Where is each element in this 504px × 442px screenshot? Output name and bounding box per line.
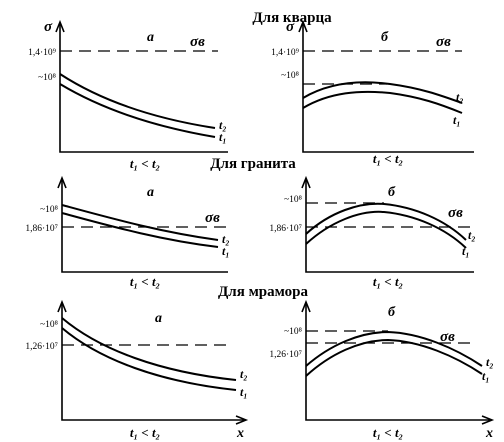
- label-t2: t₂: [468, 228, 476, 242]
- tick-top: ~10⁸: [40, 320, 58, 330]
- curve-t2: [61, 317, 237, 381]
- tick-mid: 1,86·10⁷: [269, 224, 302, 234]
- label-t1: t₁: [240, 385, 248, 399]
- panel-marble-b: x б ~10⁸ 1,26·10⁷ σв t₂ t₁ t₁ < t₂: [269, 299, 495, 441]
- curve-t1: [61, 327, 237, 391]
- panel-granite-b: б ~10⁸ 1,86·10⁷ σв t₂ t₁ t₁ < t₂: [269, 175, 476, 289]
- label-t1: t₁: [453, 113, 461, 127]
- y-arrow: [55, 19, 65, 33]
- curve-t2: [59, 73, 216, 129]
- sigma-b-label: σв: [448, 205, 463, 221]
- panel-letter: а: [155, 311, 162, 326]
- tick-mid: 1,86·10⁷: [25, 224, 58, 234]
- label-t2: t₂: [219, 118, 227, 132]
- y-arrow: [57, 175, 67, 189]
- tick-mid: 1,26·10⁷: [269, 350, 302, 360]
- curve-t1: [59, 83, 216, 138]
- curve-t1: [61, 212, 219, 248]
- panel-letter: б: [388, 305, 396, 320]
- label-t1: t₁: [462, 244, 470, 258]
- x-axis-label: x: [236, 426, 244, 441]
- row-title-granite: Для гранита: [210, 156, 296, 172]
- label-t2: t₂: [240, 367, 248, 381]
- axes: [59, 24, 228, 153]
- curve-t2: [305, 202, 467, 241]
- curve-t2: [305, 330, 483, 367]
- tick-mid: 1,26·10⁷: [25, 342, 58, 352]
- curve-t1: [305, 210, 467, 249]
- y-arrow: [301, 175, 311, 189]
- condition: t₁ < t₂: [373, 274, 403, 289]
- curve-t1: [302, 90, 463, 114]
- condition: t₁ < t₂: [373, 425, 403, 440]
- y-arrow: [298, 19, 308, 33]
- tick-top: ~10⁸: [284, 195, 302, 205]
- axes: [302, 24, 474, 153]
- panel-quartz-b: σ б 1,4·10⁹ ~10⁸ σв t₂ t₁ t₁ < t₂: [271, 19, 474, 166]
- panel-marble-a: x а ~10⁸ 1,26·10⁷ t₂ t₁ t₁ < t₂: [25, 299, 249, 441]
- tick-top: ~10⁸: [40, 205, 58, 215]
- tick-top: ~10⁸: [284, 327, 302, 337]
- y-axis-label: σ: [44, 19, 53, 35]
- x-arrow: [481, 415, 495, 425]
- tick-mid: ~10⁸: [281, 71, 299, 81]
- curve-t1: [305, 338, 483, 377]
- panel-letter: а: [147, 30, 154, 45]
- curve-t2: [61, 204, 219, 241]
- panel-quartz-a: σ а 1,4·10⁹ ~10⁸ σв t₂ t₁ t₁ < t₂: [28, 19, 228, 171]
- label-t2: t₂: [456, 90, 464, 104]
- y-arrow: [57, 299, 67, 313]
- condition: t₁ < t₂: [130, 156, 160, 171]
- x-arrow: [235, 415, 249, 425]
- axes: [305, 180, 474, 273]
- label-t1: t₁: [222, 244, 230, 258]
- axes: [61, 304, 244, 421]
- sigma-b-label: σв: [205, 210, 220, 226]
- label-t2: t₂: [486, 355, 494, 369]
- sigma-b-label: σв: [190, 34, 205, 50]
- y-axis-label: σ: [286, 19, 295, 35]
- x-axis-label: x: [485, 426, 493, 441]
- sigma-b-label: σв: [436, 34, 451, 50]
- panel-granite-a: а ~10⁸ 1,86·10⁷ σв t₂ t₁ t₁ < t₂: [25, 175, 230, 289]
- row-title-quartz: Для кварца: [252, 10, 332, 26]
- tick-top: 1,4·10⁹: [28, 48, 57, 58]
- curve-t2: [302, 81, 463, 104]
- condition: t₁ < t₂: [373, 151, 403, 166]
- tick-mid: ~10⁸: [38, 73, 56, 83]
- row-title-marble: Для мрамора: [218, 284, 309, 300]
- sigma-b-label: σв: [440, 329, 455, 345]
- tick-top: 1,4·10⁹: [271, 48, 300, 58]
- label-t2: t₂: [222, 232, 230, 246]
- axes: [61, 180, 228, 273]
- y-arrow: [301, 299, 311, 313]
- label-t1: t₁: [482, 369, 490, 383]
- condition: t₁ < t₂: [130, 274, 160, 289]
- label-t1: t₁: [219, 130, 227, 144]
- condition: t₁ < t₂: [130, 425, 160, 440]
- panel-letter: а: [147, 185, 154, 200]
- panel-letter: б: [388, 185, 396, 200]
- panel-letter: б: [381, 30, 389, 45]
